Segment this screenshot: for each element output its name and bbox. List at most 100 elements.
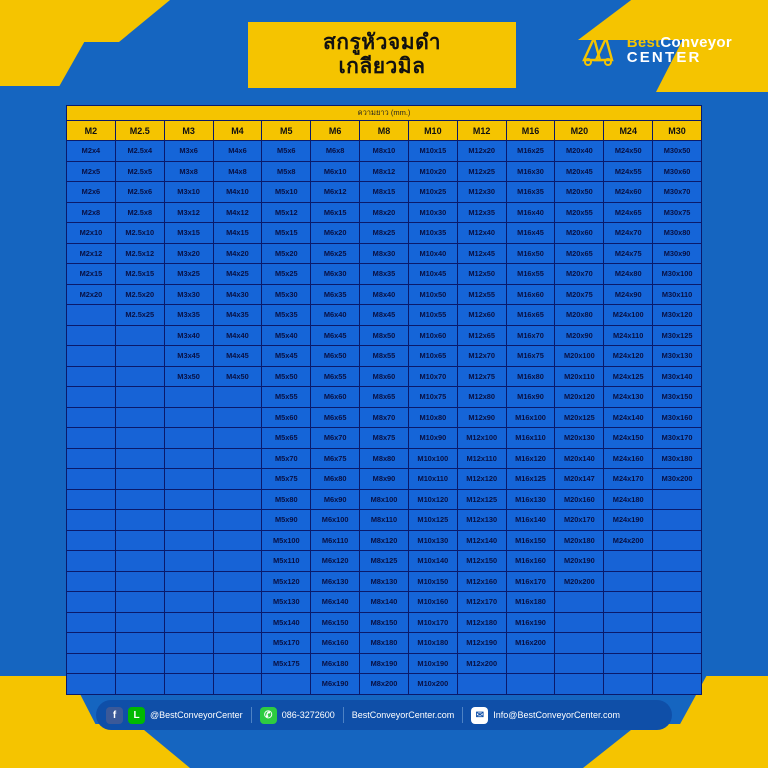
table-cell: M8x45 xyxy=(359,304,409,326)
table-cell-empty xyxy=(163,591,214,613)
table-cell: M20x50 xyxy=(554,181,605,203)
table-cell-empty xyxy=(66,509,116,531)
table-cell: M10x190 xyxy=(407,652,458,674)
table-cell: M24x60 xyxy=(603,181,654,203)
table-cell: M16x60 xyxy=(505,283,556,305)
table-cell: M8x55 xyxy=(359,345,409,367)
table-cell: M20x200 xyxy=(554,570,605,592)
table-cell: M5x40 xyxy=(261,324,312,346)
table-cell: M20x160 xyxy=(554,488,605,510)
footer-divider-2 xyxy=(342,707,344,723)
table-cell: M16x100 xyxy=(505,406,556,428)
table-cell-empty xyxy=(163,611,214,633)
table-cell-empty xyxy=(652,570,702,592)
table-cell: M16x140 xyxy=(505,509,556,531)
table-cell-empty xyxy=(66,550,116,572)
table-row: M5x110 M6x120 M8x125 M10x140 M12x150 M16x160 M… xyxy=(66,550,702,572)
table-cell-empty xyxy=(163,509,214,531)
table-cell: M4x8 xyxy=(212,160,263,182)
table-cell: M24x140 xyxy=(603,406,654,428)
table-cell-empty xyxy=(114,427,165,449)
table-cell: M5x45 xyxy=(261,345,312,367)
table-cell: M3x20 xyxy=(163,242,214,264)
table-cell: M16x120 xyxy=(505,447,556,469)
table-row: M3x40 M4x40 M5x40 M6x45 M8x50 M10x60 M12x65 M16… xyxy=(66,324,702,346)
table-cell: M12x140 xyxy=(456,529,507,551)
table-cell-empty xyxy=(114,570,165,592)
table-cell-empty xyxy=(66,570,116,592)
table-cell-empty xyxy=(114,365,165,387)
table-cell: M10x125 xyxy=(407,509,458,531)
table-cell: M6x180 xyxy=(310,652,361,674)
table-cell: M3x45 xyxy=(163,345,214,367)
table-cell: M8x15 xyxy=(359,181,409,203)
table-cell: M16x30 xyxy=(505,160,556,182)
table-cell: M6x80 xyxy=(310,468,361,490)
table-column-header: M16 xyxy=(505,120,556,141)
table-cell: M10x200 xyxy=(407,673,458,695)
table-cell: M6x50 xyxy=(310,345,361,367)
table-cell: M20x60 xyxy=(554,222,605,244)
table-row: M5x75 M6x80 M8x90 M10x110 M12x120 M16x125 M20x… xyxy=(66,468,702,490)
table-cell-empty xyxy=(66,447,116,469)
footer-divider-3 xyxy=(462,707,464,723)
table-cell: M6x30 xyxy=(310,263,361,285)
table-cell: M2.5x8 xyxy=(114,201,165,223)
table-cell-empty xyxy=(212,550,263,572)
table-cell: M8x75 xyxy=(359,427,409,449)
table-column-header: M4 xyxy=(212,120,263,141)
table-cell-empty xyxy=(66,652,116,674)
table-cell: M2.5x5 xyxy=(114,160,165,182)
table-cell: M12x180 xyxy=(456,611,507,633)
table-cell-empty xyxy=(66,406,116,428)
table-cell: M30x80 xyxy=(652,222,702,244)
footer-website[interactable]: BestConveyorCenter.com xyxy=(352,710,455,720)
table-cell: M6x20 xyxy=(310,222,361,244)
table-cell: M8x125 xyxy=(359,550,409,572)
table-cell-empty xyxy=(505,673,556,695)
table-cell: M3x15 xyxy=(163,222,214,244)
table-cell: M8x12 xyxy=(359,160,409,182)
table-cell-empty xyxy=(652,611,702,633)
table-row: M5x70 M6x75 M8x80 M10x100 M12x110 M16x120 M20x… xyxy=(66,447,702,469)
table-row: M5x80 M6x90 M8x100 M10x120 M12x125 M16x130 M20… xyxy=(66,488,702,510)
table-cell: M6x140 xyxy=(310,591,361,613)
footer-facebook-text: @BestConveyorCenter xyxy=(150,710,243,720)
table-cell: M16x40 xyxy=(505,201,556,223)
table-cell: M16x45 xyxy=(505,222,556,244)
table-column-header: M2 xyxy=(66,120,116,141)
table-cell: M24x110 xyxy=(603,324,654,346)
table-cell: M16x180 xyxy=(505,591,556,613)
table-cell-empty xyxy=(603,632,654,654)
table-cell: M12x75 xyxy=(456,365,507,387)
table-cell: M5x100 xyxy=(261,529,312,551)
table-cell: M3x40 xyxy=(163,324,214,346)
table-column-header: M20 xyxy=(554,120,605,141)
table-cell-empty xyxy=(212,406,263,428)
table-cell-empty xyxy=(163,488,214,510)
table-cell-empty xyxy=(163,447,214,469)
table-cell: M6x65 xyxy=(310,406,361,428)
table-cell: M6x12 xyxy=(310,181,361,203)
table-cell-empty xyxy=(554,591,605,613)
table-cell-empty xyxy=(652,673,702,695)
table-cell-empty xyxy=(212,488,263,510)
table-row: M2x20 M2.5x20 M3x30 M4x30 M5x30 M6x35 M8x40 M10… xyxy=(66,283,702,305)
footer-email[interactable]: ✉ Info@BestConveyorCenter.com xyxy=(471,706,620,724)
table-row: M2x12 M2.5x12 M3x20 M4x20 M5x20 M6x25 M8x30 M10… xyxy=(66,242,702,264)
table-cell-empty xyxy=(114,550,165,572)
table-cell: M16x55 xyxy=(505,263,556,285)
table-cell: M12x100 xyxy=(456,427,507,449)
table-cell-empty xyxy=(163,406,214,428)
table-cell: M20x65 xyxy=(554,242,605,264)
table-cell-empty xyxy=(66,427,116,449)
table-row: M3x50 M4x50 M5x50 M6x55 M8x60 M10x70 M12x75 M16… xyxy=(66,365,702,387)
table-cell: M16x90 xyxy=(505,386,556,408)
table-cell: M12x150 xyxy=(456,550,507,572)
footer-facebook[interactable]: f L @BestConveyorCenter xyxy=(106,706,243,724)
table-row: M5x140 M6x150 M8x150 M10x170 M12x180 M16x190 xyxy=(66,611,702,633)
table-row: M5x120 M6x130 M8x130 M10x150 M12x160 M16x170 M… xyxy=(66,570,702,592)
footer-phone[interactable]: ✆ 086-3272600 xyxy=(259,706,335,724)
table-cell: M8x80 xyxy=(359,447,409,469)
table-cell-empty xyxy=(114,673,165,695)
